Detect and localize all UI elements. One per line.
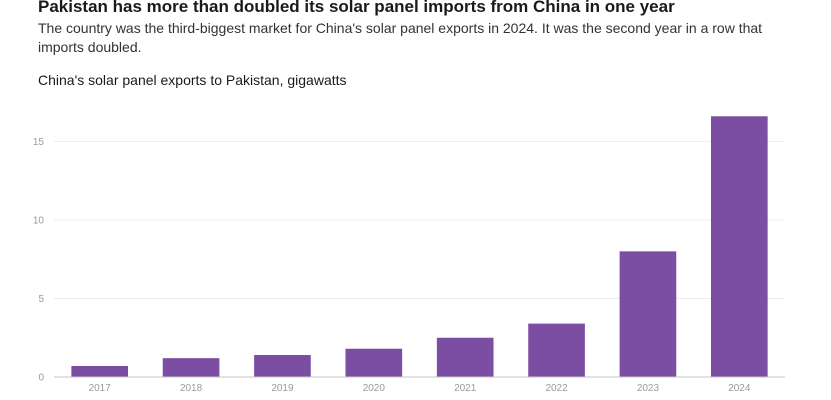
bar-2019: [254, 355, 311, 377]
bar-2017: [71, 366, 129, 377]
x-tick-label: 2019: [271, 383, 294, 394]
chart-title: China's solar panel exports to Pakistan,…: [38, 72, 347, 88]
y-tick-label: 15: [33, 137, 45, 148]
x-tick-label: 2017: [89, 383, 112, 394]
headline: Pakistan has more than doubled its solar…: [38, 0, 675, 16]
x-tick-label: 2024: [728, 383, 751, 394]
subhead: The country was the third-biggest market…: [38, 20, 763, 55]
bar-2021: [436, 337, 494, 377]
x-tick-label: 2021: [454, 383, 477, 394]
bar-2018: [162, 358, 220, 377]
x-tick-label: 2023: [637, 383, 660, 394]
axes: 0 5 10 15 2017 2018 2019 2020 2021 2022 2023 2024: [33, 137, 785, 394]
bars: [71, 116, 768, 378]
bar-2020: [345, 348, 403, 377]
x-tick-label: 2018: [180, 383, 203, 394]
y-tick-label: 5: [38, 294, 44, 305]
bar-2024: [710, 116, 768, 378]
y-tick-label: 10: [33, 215, 45, 226]
bar-2023: [619, 251, 677, 377]
x-tick-label: 2020: [363, 383, 386, 394]
y-tick-label: 0: [38, 373, 44, 384]
x-tick-label: 2022: [545, 383, 568, 394]
bar-2022: [528, 323, 585, 377]
